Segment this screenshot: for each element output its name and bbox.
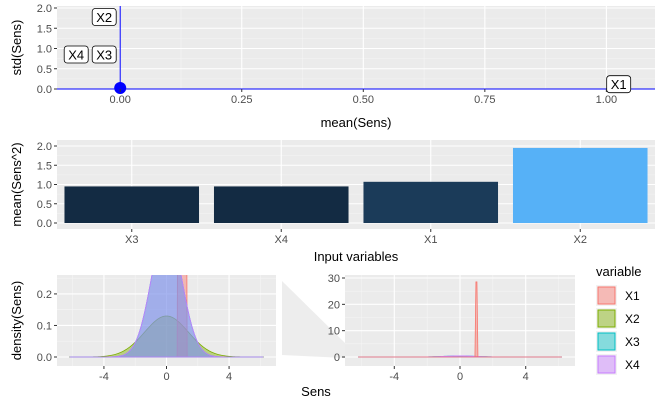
legend-key-background (596, 331, 617, 352)
density-x-axis-title: Sens (301, 384, 331, 399)
bar-x-tick-label: X1 (424, 234, 437, 246)
scatter-point-label-text: X3 (96, 48, 112, 63)
legend-key-background (596, 308, 617, 329)
bar-x1 (363, 181, 499, 223)
overview-x-tick-label: 4 (523, 371, 529, 383)
overview-y-tick-label: 30 (328, 273, 340, 285)
legend-label: X2 (625, 312, 640, 326)
bar-y-axis-title: mean(Sens^2) (9, 142, 24, 226)
density-x-tick-label: 4 (226, 371, 232, 383)
overview-y-tick-label: 20 (328, 299, 340, 311)
scatter-x-tick-label: 0.50 (353, 94, 374, 106)
legend: variable X1 X2 X3 X4 (596, 264, 642, 375)
density-x-tick-label: -4 (99, 371, 109, 383)
bar-x2 (512, 147, 648, 223)
density-y-axis-title: density(Sens) (9, 281, 24, 360)
scatter-point-label-x3: X3 (91, 45, 117, 64)
scatter-x-tick-label: 0.00 (109, 94, 130, 106)
scatter-x-tick-label: 1.00 (596, 94, 617, 106)
legend-key-background (596, 285, 617, 306)
scatter-point-label-box (63, 45, 89, 64)
bar-x-axis-title: Input variables (314, 249, 399, 264)
scatter-point-label-x1: X1 (606, 75, 632, 94)
scatter-point-label-box (91, 45, 117, 64)
scatter-point-label-x2: X2 (91, 8, 117, 26)
legend-label: X3 (625, 335, 640, 349)
legend-item-x4: X4 (596, 354, 640, 375)
bar-y-tick-label: 0.0 (37, 218, 52, 230)
scatter-y-tick-label: 2.0 (37, 3, 52, 15)
scatter-panel: X1 X2 X3 X4 0.00 0.25 0.50 0.75 1.00 0.0 0.5 1.0 1.… (9, 3, 655, 130)
scatter-point-label-text: X2 (96, 10, 112, 25)
density-y-tick-label: 0.0 (37, 352, 52, 364)
scatter-point-label-text: X1 (611, 77, 627, 92)
bar-y-tick-label: 1.5 (37, 160, 52, 172)
scatter-point-cluster (114, 82, 127, 94)
density-y-tick-label: 0.1 (37, 320, 52, 332)
scatter-plot-area (57, 6, 655, 89)
overview-y-tick-label: 10 (328, 326, 340, 338)
legend-swatch-x3 (597, 332, 616, 351)
scatter-y-axis-title: std(Sens) (9, 20, 24, 76)
legend-key-background (596, 354, 617, 375)
overview-density-x1 (358, 281, 562, 358)
density-area-x4 (69, 275, 264, 358)
density-panel: -4 0 4 0.0 0.1 0.2 Sens density(Sens) (9, 275, 331, 399)
scatter-y-tick-label: 1.0 (37, 44, 52, 56)
legend-label: X4 (625, 358, 640, 372)
density-area-x2 (69, 315, 264, 358)
overview-x-tick-label: -4 (389, 371, 399, 383)
density-x-tick-label: 0 (163, 371, 169, 383)
scatter-y-tick-label: 0.5 (37, 64, 52, 76)
bar-x-tick-label: X2 (574, 234, 587, 246)
bar-x4 (213, 186, 349, 223)
scatter-point-label-box (606, 75, 632, 94)
scatter-point-label-text: X4 (68, 48, 84, 63)
legend-title: variable (596, 264, 642, 279)
scatter-point-label-box (91, 8, 117, 26)
legend-swatch-x4 (597, 355, 616, 374)
bar-x3 (64, 186, 200, 223)
bar-x-tick-label: X4 (275, 234, 288, 246)
scatter-x-tick-label: 0.25 (231, 94, 252, 106)
scatter-x-tick-label: 0.75 (474, 94, 495, 106)
legend-swatch-x2 (597, 309, 616, 328)
legend-swatch-x1 (597, 286, 616, 305)
bar-y-tick-label: 0.5 (37, 199, 52, 211)
scatter-y-tick-label: 1.5 (37, 23, 52, 35)
scatter-point-label-x4: X4 (63, 45, 89, 64)
bar-x-tick-label: X3 (125, 234, 138, 246)
bar-y-tick-label: 2.0 (37, 141, 52, 153)
scatter-y-tick-label: 0.0 (37, 84, 52, 96)
bar-panel: X3 X4 X1 X20.00.51.01.52.0 Input variables … (9, 140, 655, 264)
zoom-connector (282, 281, 345, 358)
density-y-tick-label: 0.2 (37, 289, 52, 301)
legend-item-x1: X1 (596, 285, 640, 306)
scatter-x-axis-title: mean(Sens) (321, 115, 392, 130)
density-overview-panel: -4 0 4 0 10 20 30 (328, 273, 575, 383)
legend-item-x2: X2 (596, 308, 640, 329)
bar-y-tick-label: 1.0 (37, 180, 52, 192)
overview-y-tick-label: 0 (334, 352, 340, 364)
overview-x-tick-label: 0 (457, 371, 463, 383)
legend-item-x3: X3 (596, 331, 640, 352)
legend-label: X1 (625, 289, 640, 303)
